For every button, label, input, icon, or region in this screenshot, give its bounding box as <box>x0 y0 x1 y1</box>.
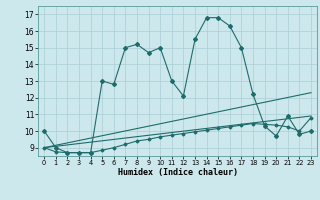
X-axis label: Humidex (Indice chaleur): Humidex (Indice chaleur) <box>118 168 238 177</box>
